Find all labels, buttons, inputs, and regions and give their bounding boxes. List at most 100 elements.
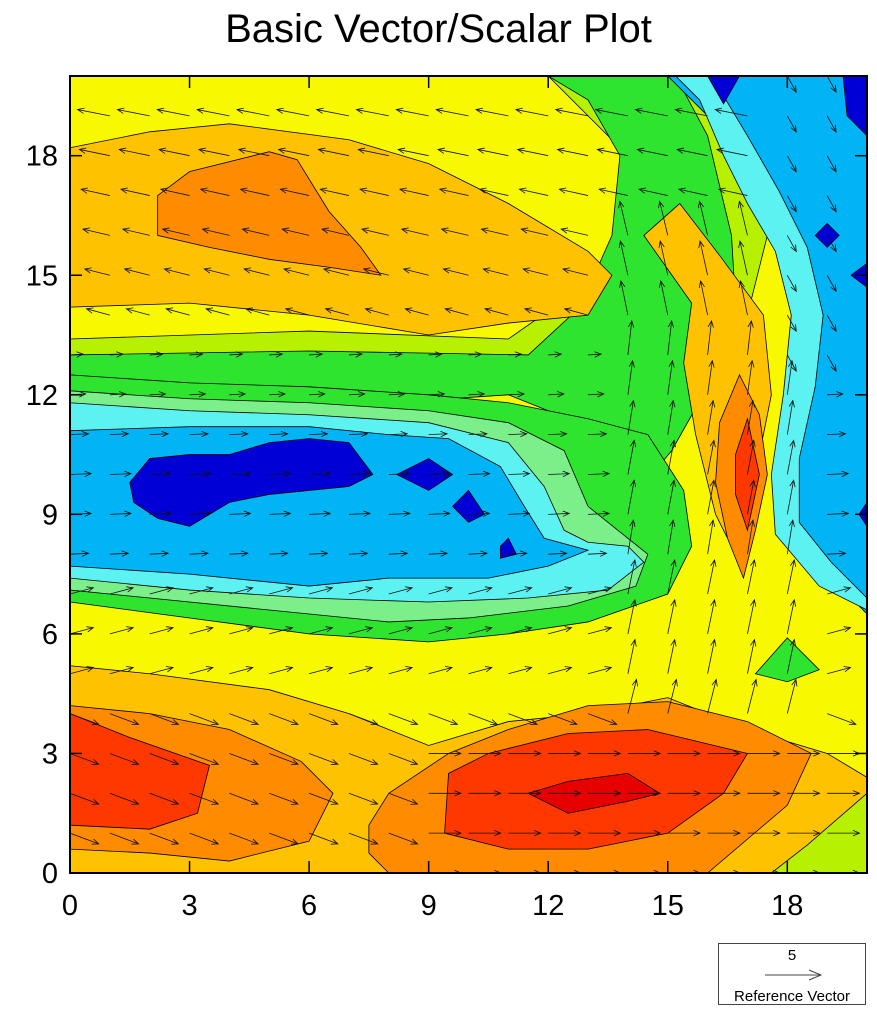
vector-arrow	[508, 869, 542, 873]
vector-arrow	[520, 227, 549, 236]
vector-arrow	[827, 830, 861, 837]
vector-arrow	[85, 307, 110, 316]
vector-arrow	[698, 240, 708, 276]
vector-arrow	[109, 391, 127, 398]
vector-arrow	[588, 869, 622, 873]
vector-arrow	[627, 319, 635, 355]
vector-arrow	[560, 227, 589, 236]
vector-arrow	[229, 792, 260, 805]
vector-arrow	[627, 359, 635, 395]
vector-arrow	[508, 750, 542, 757]
vector-arrow	[402, 267, 429, 276]
vector-arrow	[189, 792, 220, 805]
vector-arrow	[506, 76, 509, 77]
vector-arrow	[388, 351, 403, 358]
vector-arrow	[697, 200, 708, 236]
vector-arrow	[109, 586, 135, 595]
vector-arrow	[388, 713, 419, 726]
y-tick-label: 3	[42, 738, 58, 770]
vector-arrow	[522, 267, 549, 276]
vector-arrow	[587, 626, 613, 635]
vector-arrow	[109, 872, 111, 873]
vector-arrow	[229, 713, 260, 726]
vector-arrow	[548, 586, 573, 595]
vector-arrow	[197, 147, 230, 157]
vector-arrow	[508, 351, 523, 358]
vector-arrow	[787, 830, 821, 837]
contour-region-blue-corner-b	[842, 76, 867, 137]
vector-arrow	[440, 227, 469, 236]
vector-arrow	[269, 753, 299, 765]
reference-vector-legend: 5 Reference Vector	[718, 943, 866, 1005]
vector-arrow	[269, 550, 289, 557]
vector-arrow	[867, 870, 877, 875]
vector-arrow	[627, 869, 662, 873]
vector-arrow	[309, 351, 324, 358]
vector-arrow	[468, 750, 502, 757]
vector-arrow	[786, 235, 797, 253]
vector-arrow	[627, 638, 637, 674]
vector-arrow	[70, 470, 93, 477]
vector-arrow	[786, 598, 797, 634]
vector-arrow	[149, 430, 170, 438]
vector-arrow	[658, 200, 669, 236]
vector-arrow	[866, 354, 867, 356]
vector-arrow	[279, 187, 310, 196]
vector-arrow	[109, 753, 140, 765]
vector-arrow	[508, 430, 528, 438]
vector-arrow	[508, 830, 542, 837]
vector-arrow	[738, 280, 748, 316]
vector-arrow	[237, 147, 270, 157]
vector-arrow	[747, 319, 754, 355]
vector-arrow	[866, 434, 867, 435]
vector-arrow	[189, 586, 214, 595]
vector-arrow	[109, 792, 140, 805]
vector-arrow	[508, 510, 531, 517]
vector-arrow	[787, 869, 821, 873]
vector-arrow	[588, 391, 605, 398]
vector-arrow	[159, 187, 190, 196]
vector-arrow	[118, 147, 150, 157]
vector-arrow	[588, 470, 611, 477]
vector-arrow	[627, 678, 638, 714]
vector-arrow	[388, 792, 419, 805]
vector-arrow	[508, 666, 533, 675]
vector-arrow	[585, 76, 589, 77]
vector-arrow	[438, 187, 469, 196]
vector-arrow	[866, 76, 867, 77]
vector-arrow	[508, 550, 528, 557]
vector-arrow	[665, 76, 668, 77]
vector-arrow	[348, 713, 379, 726]
vector-arrow	[548, 351, 563, 358]
vector-arrow	[444, 307, 469, 316]
vector-arrow	[737, 200, 748, 236]
vector-arrow	[348, 470, 372, 477]
vector-arrow	[308, 753, 339, 765]
vector-arrow	[187, 76, 190, 77]
vector-arrow	[149, 713, 180, 726]
vector-arrow	[70, 351, 85, 358]
vector-arrow	[667, 479, 676, 515]
vector-arrow	[147, 76, 150, 77]
vector-arrow	[321, 227, 350, 236]
vector-arrow	[348, 753, 379, 765]
vector-arrow	[308, 586, 334, 595]
vector-arrow	[36, 68, 70, 76]
vector-arrow	[428, 713, 459, 726]
vector-arrow	[667, 439, 676, 475]
vector-arrow	[229, 510, 252, 517]
vector-arrow	[189, 510, 212, 517]
vector-arrow	[388, 550, 409, 557]
vector-arrow	[786, 195, 797, 213]
vector-arrow	[241, 227, 270, 236]
vector-arrow	[667, 359, 675, 395]
vector-arrow	[149, 792, 180, 805]
vector-arrow	[707, 399, 716, 435]
vector-arrow	[786, 115, 797, 133]
vector-arrow	[707, 598, 717, 634]
vector-arrow	[707, 678, 718, 714]
vector-arrow	[235, 107, 270, 117]
vector-arrow	[269, 351, 284, 358]
vector-arrow	[149, 753, 180, 765]
